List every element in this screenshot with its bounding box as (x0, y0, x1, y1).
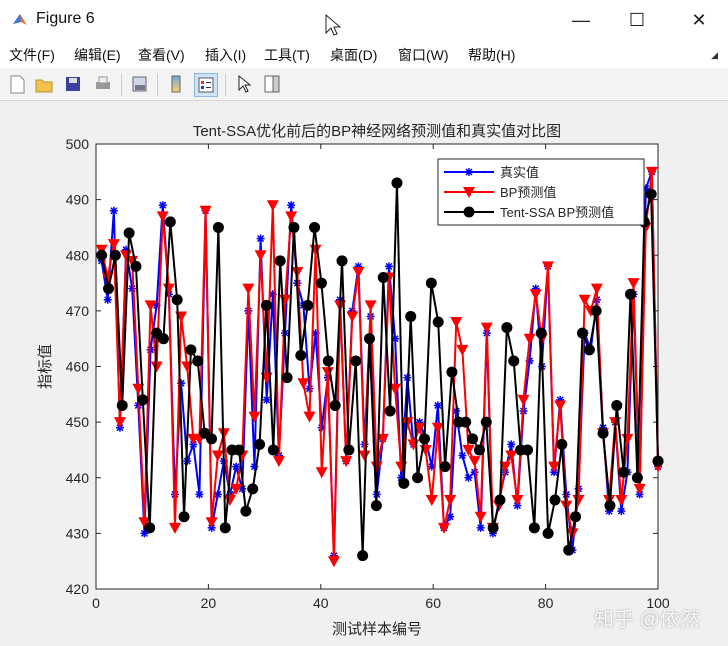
y-tick-label: 430 (66, 525, 90, 541)
menu-view[interactable]: 查看(V) (138, 47, 185, 63)
y-tick-label: 470 (66, 303, 90, 319)
title-bar: Figure 6 — ☐ ✕ (0, 0, 728, 40)
y-tick-label: 480 (66, 247, 90, 263)
menu-desktop[interactable]: 桌面(D) (330, 47, 378, 63)
toolbar (0, 68, 728, 101)
menu-bar: 文件(F) 编辑(E) 查看(V) 插入(I) 工具(T) 桌面(D) 窗口(W… (0, 40, 728, 68)
y-axis-label: 指标值 (37, 344, 54, 389)
menu-help[interactable]: 帮助(H) (468, 47, 516, 63)
x-tick-label: 40 (313, 595, 329, 611)
save-icon[interactable] (62, 73, 84, 95)
matlab-logo-icon (13, 14, 27, 25)
legend-entry: BP预测值 (500, 185, 556, 200)
x-tick-label: 60 (425, 595, 441, 611)
print-preview-icon[interactable] (129, 73, 151, 95)
legend-icon[interactable] (194, 73, 218, 97)
legend: 真实值 BP预测值 Tent-SSA BP预测值 (437, 158, 645, 226)
x-tick-label: 100 (646, 595, 670, 611)
mouse-cursor-icon (325, 14, 341, 36)
x-tick-label: 20 (201, 595, 217, 611)
y-tick-label: 460 (66, 359, 90, 375)
legend-entry: 真实值 (500, 165, 539, 180)
menu-tools[interactable]: 工具(T) (264, 47, 310, 63)
x-tick-label: 0 (92, 595, 100, 611)
series-2 (96, 177, 664, 562)
dock-arrow-icon[interactable]: ◢ (711, 50, 718, 60)
menu-file[interactable]: 文件(F) (9, 47, 55, 63)
new-file-icon[interactable] (6, 73, 28, 95)
window-title: Figure 6 (36, 10, 95, 27)
x-axis-label: 测试样本编号 (332, 621, 422, 638)
minimize-button[interactable]: — (572, 10, 590, 30)
print-icon[interactable] (92, 73, 114, 95)
y-tick-label: 490 (66, 192, 90, 208)
open-folder-icon[interactable] (33, 73, 55, 95)
menu-window[interactable]: 窗口(W) (398, 47, 449, 63)
pointer-icon[interactable] (233, 73, 255, 95)
legend-entry: Tent-SSA BP预测值 (500, 205, 614, 220)
chart-figure: 0 20 40 60 80 100 420 430 440 450 460 470 480 490 500 T… (0, 101, 728, 646)
menu-edit[interactable]: 编辑(E) (74, 47, 121, 63)
y-tick-label: 440 (66, 470, 90, 486)
menu-insert[interactable]: 插入(I) (205, 47, 247, 63)
toolbar-separator (121, 74, 122, 96)
y-tick-label: 450 (66, 414, 90, 430)
close-button[interactable]: ✕ (691, 10, 707, 30)
x-tick-label: 80 (538, 595, 554, 611)
maximize-button[interactable]: ☐ (628, 10, 646, 30)
property-editor-icon[interactable] (261, 73, 283, 95)
chart-title: Tent-SSA优化前后的BP神经网络预测值和真实值对比图 (193, 122, 561, 140)
y-tick-label: 500 (66, 136, 90, 152)
colorbar-icon[interactable] (165, 73, 187, 95)
y-tick-label: 420 (66, 581, 90, 597)
watermark: 知乎 @依然 (594, 609, 700, 631)
toolbar-separator (225, 74, 226, 96)
toolbar-separator (157, 74, 158, 96)
